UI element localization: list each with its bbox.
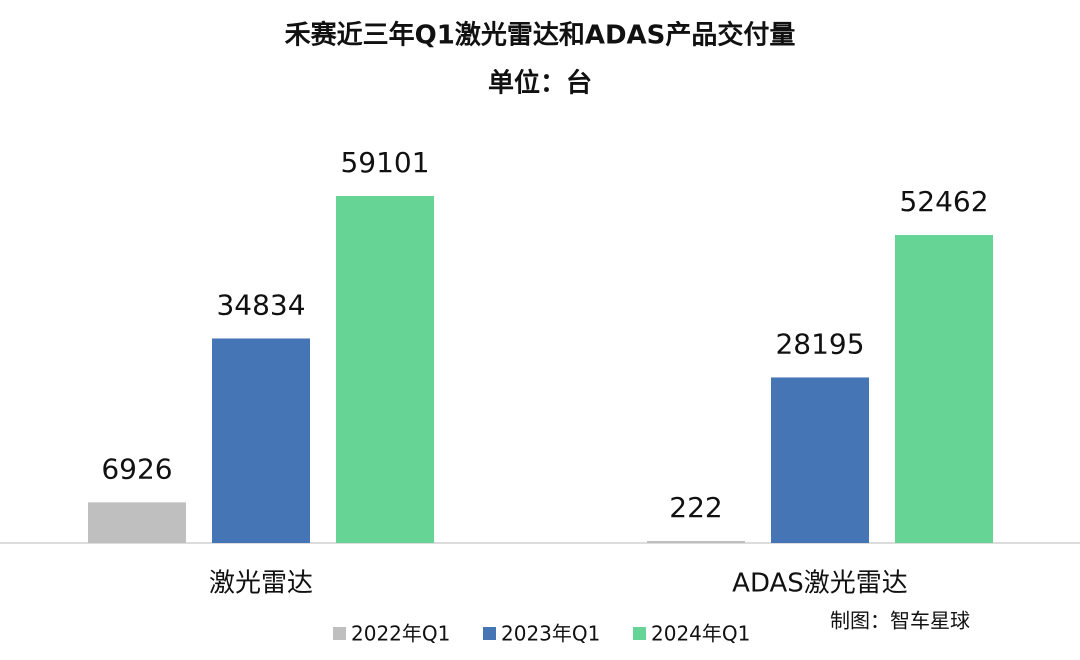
x-tick-label: ADAS激光雷达 [732, 569, 908, 599]
value-label: 222 [669, 491, 722, 524]
credit: 制图：智车星球 [830, 609, 970, 633]
bar [895, 234, 993, 543]
bar [336, 196, 434, 543]
x-tick-label: 激光雷达 [209, 569, 313, 599]
value-label: 6926 [101, 452, 172, 485]
legend-swatch [483, 627, 496, 640]
legend-swatch [333, 627, 346, 640]
bar [647, 541, 745, 543]
legend-label: 2023年Q1 [501, 622, 600, 646]
bar [771, 377, 869, 543]
bar [88, 502, 186, 543]
legend-swatch [633, 627, 646, 640]
chart-subtitle: 单位：台 [488, 68, 592, 99]
chart-title: 禾赛近三年Q1激光雷达和ADAS产品交付量 [285, 20, 796, 51]
legend-label: 2022年Q1 [351, 622, 450, 646]
bar [212, 338, 310, 543]
value-label: 59101 [340, 146, 429, 179]
value-label: 52462 [899, 185, 988, 218]
value-label: 28195 [775, 327, 864, 360]
legend-label: 2024年Q1 [651, 622, 750, 646]
value-label: 34834 [216, 288, 305, 321]
